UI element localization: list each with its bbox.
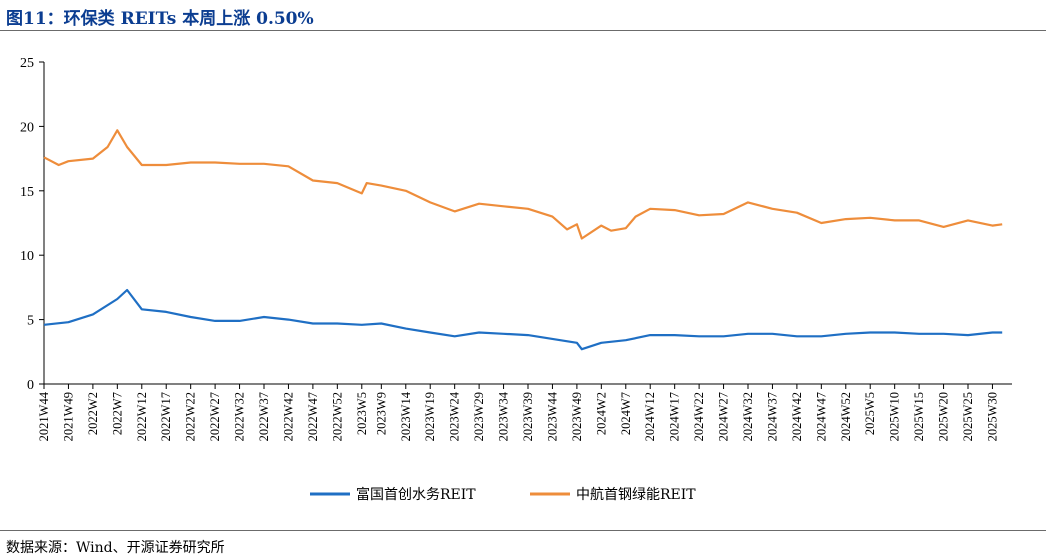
x-tick-label: 2022W17: [159, 392, 173, 441]
x-tick-label: 2022W12: [135, 392, 149, 441]
y-tick-label: 5: [27, 314, 34, 329]
x-tick-label: 2023W9: [374, 392, 388, 435]
x-tick-label: 2024W42: [790, 392, 804, 441]
x-tick-label: 2023W29: [472, 392, 486, 441]
x-tick-label: 2025W20: [937, 392, 951, 441]
x-tick-label: 2024W37: [765, 392, 779, 441]
x-tick-label: 2022W47: [306, 392, 320, 441]
x-tick-label: 2022W52: [330, 392, 344, 441]
x-tick-label: 2022W7: [110, 392, 124, 435]
series-line-2: [43, 129, 1003, 240]
series-line-1: [43, 288, 1003, 351]
y-tick-label: 25: [20, 56, 34, 71]
bottom-divider: [0, 530, 1046, 531]
x-tick-label: 2022W37: [257, 392, 271, 441]
legend-label-1: 富国首创水务REIT: [356, 486, 476, 503]
x-tick-label: 2024W32: [741, 392, 755, 441]
x-tick-label: 2025W10: [888, 392, 902, 441]
x-tick-label: 2022W27: [208, 392, 222, 441]
x-tick-label: 2023W44: [545, 391, 559, 441]
chart-title: 图11：环保类 REITs 本周上涨 0.50%: [6, 9, 314, 29]
x-tick-label: 2024W27: [717, 392, 731, 441]
x-tick-label: 2023W39: [521, 392, 535, 441]
x-tick-label: 2025W30: [985, 392, 999, 441]
x-tick-label: 2023W14: [399, 391, 413, 441]
line-chart: 0 5 10 15 20 25 2021W44 2021W49 2022W2 2022W7 2022…: [20, 56, 1012, 503]
x-tick-label: 2021W49: [61, 392, 75, 441]
y-tick-label: 0: [27, 378, 34, 393]
x-tick-label: 2024W12: [643, 392, 657, 441]
x-tick-label: 2024W17: [668, 392, 682, 441]
x-tick-label: 2022W32: [233, 392, 247, 441]
x-tick-label: 2023W24: [448, 391, 462, 441]
x-tick-label: 2024W47: [814, 392, 828, 441]
y-tick-label: 20: [20, 120, 34, 135]
source-note: 数据来源：Wind、开源证券研究所: [6, 540, 225, 556]
x-tick-label: 2024W7: [619, 392, 633, 435]
x-tick-label: 2023W34: [497, 391, 511, 441]
x-tick-label: 2023W19: [423, 392, 437, 441]
x-tick-label: 2022W2: [86, 392, 100, 435]
x-tick-label: 2021W44: [37, 391, 51, 441]
x-tick-label: 2023W49: [570, 392, 584, 441]
x-tick-label: 2023W5: [355, 392, 369, 435]
x-tick-label: 2025W5: [863, 392, 877, 435]
legend-label-2: 中航首钢绿能REIT: [576, 487, 696, 503]
x-tick-label: 2022W22: [184, 392, 198, 441]
x-tick-label: 2024W22: [692, 392, 706, 441]
x-tick-label: 2024W52: [839, 392, 853, 441]
y-tick-label: 10: [20, 249, 34, 264]
x-tick-label: 2022W42: [281, 392, 295, 441]
x-tick-label: 2025W15: [912, 392, 926, 441]
x-tick-label: 2024W2: [594, 392, 608, 435]
y-tick-label: 15: [20, 185, 34, 200]
top-divider: [0, 30, 1046, 31]
x-tick-label: 2025W25: [961, 392, 975, 441]
